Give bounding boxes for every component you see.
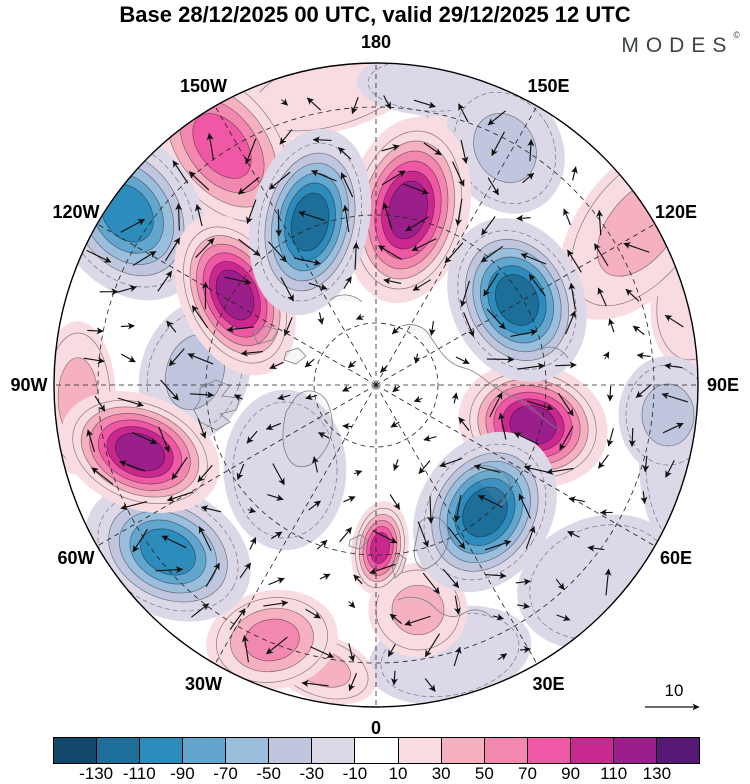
longitude-label: 90E: [707, 375, 739, 395]
colorbar-tick-label: 30: [432, 764, 451, 784]
colorbar-tick-label: -30: [300, 764, 325, 784]
colorbar-segment: [399, 738, 442, 763]
colorbar-segment: [355, 738, 398, 763]
longitude-label: 30W: [185, 674, 222, 694]
colorbar-segment: [312, 738, 355, 763]
colorbar-segment: [657, 738, 699, 763]
colorbar-segment: [269, 738, 312, 763]
colorbar-tick-label: -10: [343, 764, 368, 784]
polar-map: 180 150E 120E 90E 60E 30E 0 30W 60W 90W 120W 150W 10: [0, 0, 750, 735]
colorbar-segment: [97, 738, 140, 763]
longitude-label: 0: [371, 718, 381, 735]
colorbar-tick-label: -130: [79, 764, 113, 784]
colorbar-segment: [571, 738, 614, 763]
colorbar-tick-label: -90: [170, 764, 195, 784]
longitude-label: 30E: [532, 674, 564, 694]
colorbar-segment: [485, 738, 528, 763]
colorbar-tick-label: 110: [600, 764, 627, 784]
colorbar: [53, 737, 700, 764]
colorbar-segment: [183, 738, 226, 763]
longitude-label: 150W: [180, 76, 227, 96]
map-interior: [15, 27, 750, 719]
colorbar-tick-label: -70: [213, 764, 238, 784]
colorbar-tick-label: 130: [643, 764, 671, 784]
longitude-label: 60W: [57, 548, 94, 568]
colorbar-tick-label: -50: [256, 764, 281, 784]
reference-arrow-label: 10: [665, 681, 684, 700]
colorbar-segment: [614, 738, 657, 763]
colorbar-tick-label: 90: [561, 764, 580, 784]
longitude-label: 90W: [10, 375, 47, 395]
colorbar-segment: [54, 738, 97, 763]
colorbar-tick-label: 70: [518, 764, 537, 784]
reference-arrow: 10: [645, 681, 699, 707]
colorbar-segment: [442, 738, 485, 763]
longitude-label: 180: [361, 32, 391, 52]
colorbar-segment: [140, 738, 183, 763]
colorbar-segment: [528, 738, 571, 763]
colorbar-segment: [226, 738, 269, 763]
colorbar-tick-label: -110: [123, 764, 156, 784]
colorbar-tick-label: 50: [475, 764, 494, 784]
longitude-label: 120E: [655, 202, 697, 222]
colorbar-tick-label: 10: [389, 764, 408, 784]
longitude-label: 150E: [527, 76, 569, 96]
longitude-label: 120W: [52, 202, 99, 222]
negative-anomaly: [618, 356, 717, 474]
longitude-label: 60E: [660, 548, 692, 568]
